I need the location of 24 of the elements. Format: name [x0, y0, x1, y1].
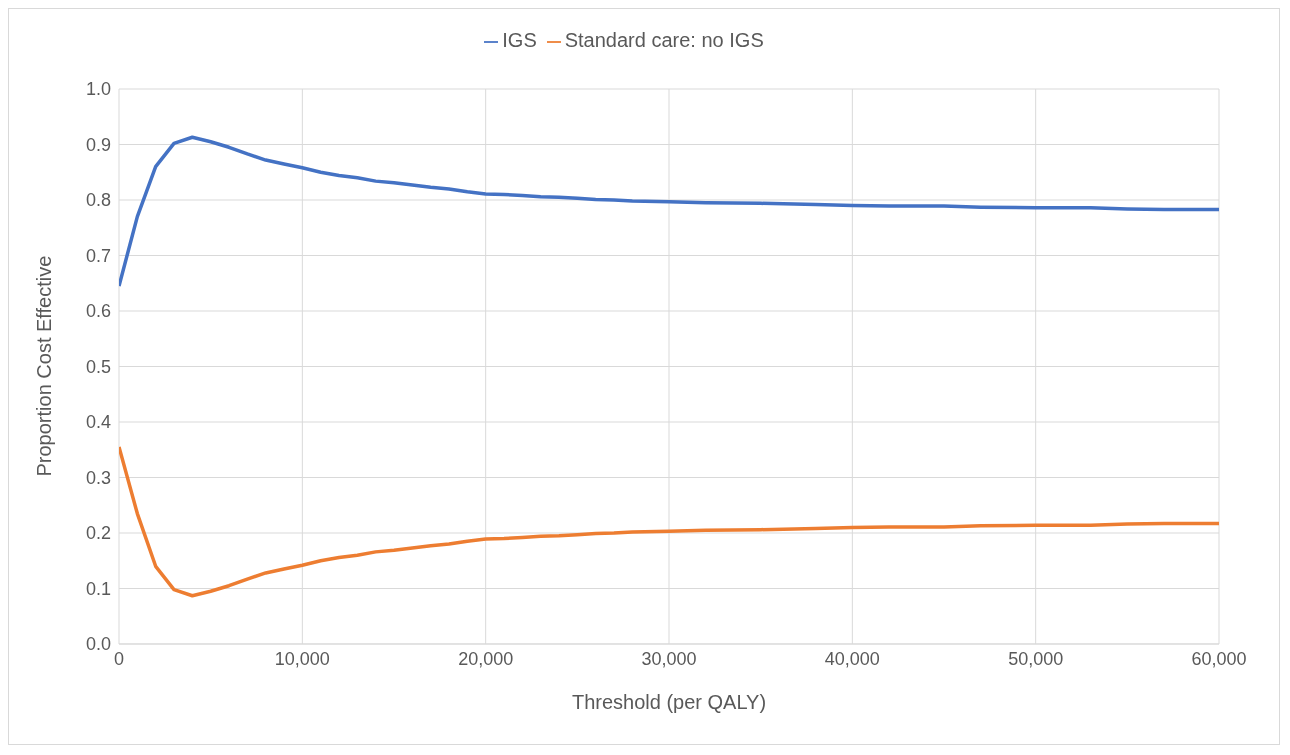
y-tick-label: 0.4	[85, 412, 111, 433]
legend-label: IGS	[502, 29, 537, 51]
y-tick-label: 0.8	[85, 190, 111, 211]
x-tick-label: 60,000	[1191, 648, 1247, 669]
y-tick-label: 0.9	[85, 134, 111, 155]
x-axis-title: Threshold (per QALY)	[571, 691, 767, 713]
x-tick-label: 20,000	[458, 648, 514, 669]
y-tick-label: 0.0	[85, 634, 111, 655]
y-tick-label: 1.0	[85, 79, 111, 100]
y-tick-label: 0.1	[85, 578, 111, 599]
line-series	[119, 445, 1219, 598]
y-axis-title: Proportion Cost Effective	[33, 255, 56, 477]
y-tick-label: 0.6	[85, 301, 111, 322]
legend-label: Standard care: no IGS	[564, 29, 764, 51]
x-tick-label: 30,000	[641, 648, 697, 669]
x-tick-label: 0	[113, 648, 125, 669]
x-tick-label: 50,000	[1008, 648, 1064, 669]
x-tick-label: 40,000	[824, 648, 880, 669]
y-tick-label: 0.3	[85, 467, 111, 488]
line-series	[119, 135, 1219, 288]
x-tick-label: 10,000	[274, 648, 330, 669]
y-tick-label: 0.2	[85, 523, 111, 544]
y-tick-label: 0.7	[85, 245, 111, 266]
y-tick-label: 0.5	[85, 356, 111, 377]
